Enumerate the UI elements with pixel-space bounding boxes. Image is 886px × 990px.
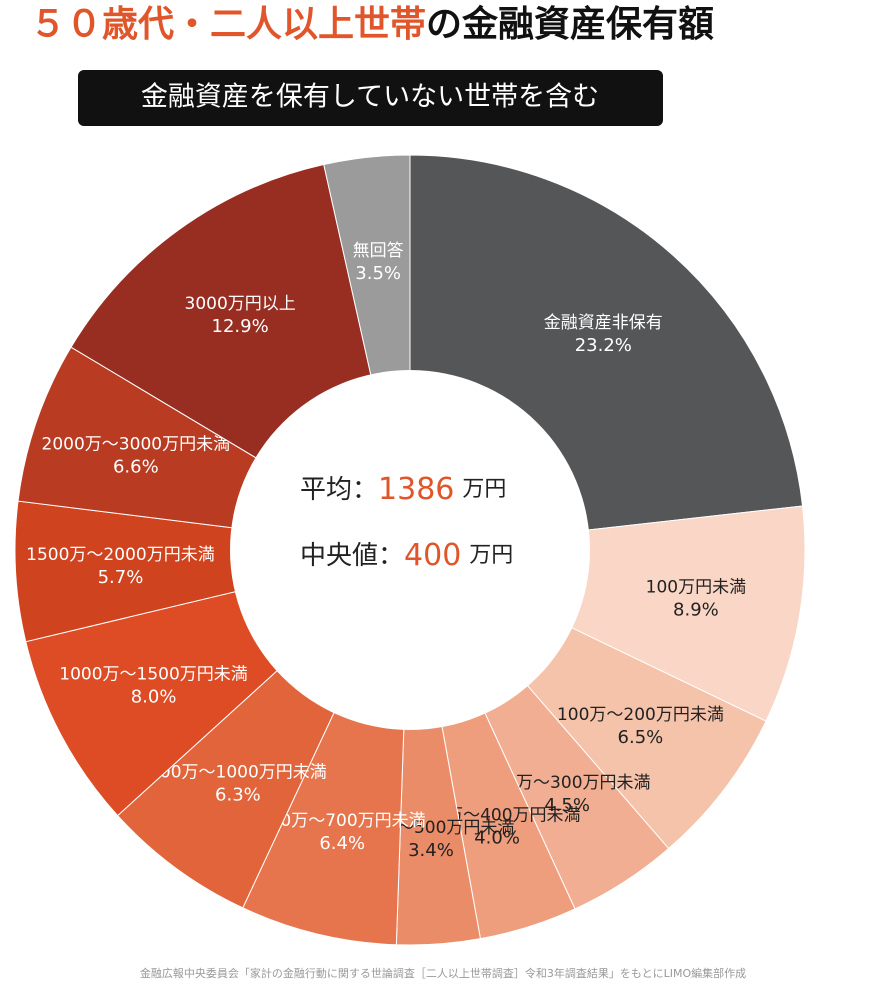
value-label: 4.0% [474,828,520,849]
slice [14,500,411,643]
slice-label: 金融資産非保有 [544,313,663,333]
slice-label: 2000万～3000万円未満 [42,435,231,455]
slice-label: 100万円未満 [646,578,746,598]
value-label: 3.5% [355,263,401,284]
value-label: 5.7% [98,567,144,588]
annotation-label: 平均： [300,475,378,505]
category-label: 金融資産非保有 [544,313,663,333]
value-label: 6.5% [618,727,664,748]
value-label: 12.9% [212,316,269,337]
category-label: 100万円未満 [646,578,746,598]
title-text: の金融資産保有額 [426,3,714,45]
category-label: 3000万円以上 [185,294,296,314]
slice-label: 1000万～1500万円未満 [59,664,248,684]
slice-label: 無回答 [353,241,404,261]
annotation-label: 中央値： [300,541,404,571]
category-label: 1000万～1500万円未満 [59,664,248,684]
category-label: 100万～200万円未満 [557,705,724,725]
title-highlight-text: ５０歳代・二人以上世帯 [30,4,426,45]
slice-label: 700万～1000万円未満 [149,762,327,782]
category-label: 無回答 [353,241,404,261]
value-label: 8.9% [673,600,719,621]
value-label: 4.5% [544,795,590,816]
annotation-value: 400 [404,538,461,573]
category-label: 1500万～2000万円未満 [26,545,215,565]
slice-label: 100万～200万円未満 [557,705,724,725]
category-label: 500万～700万円未満 [259,811,426,831]
value-label: 3.4% [408,840,454,861]
value-label: 6.4% [319,833,365,854]
category-label: 2000万～3000万円未満 [42,435,231,455]
value-label: 6.3% [215,784,261,805]
subtitle-box [78,70,663,126]
value-label: 23.2% [575,335,632,356]
slice-label: 1500万～2000万円未満 [26,545,215,565]
slice-label: 200万～300万円未満 [484,773,651,793]
annotation-value: 1386 [378,472,454,507]
source: 金融広報中央委員会「家計の金融行動に関する世論調査［二人以上世帯調査］令和3年調… [140,966,746,980]
annotation: 平均：1386 万円 [300,472,506,507]
annotation-unit: 万円 [462,477,506,502]
slice-label: 3000万円以上 [185,294,296,314]
donut-hole [230,370,590,730]
slice-label: 500万～700万円未満 [259,811,426,831]
category-label: 200万～300万円未満 [484,773,651,793]
title-highlight: ５０歳代・二人以上世帯の金融資産保有額 [30,3,714,45]
subtitle: 金融資産を保有していない世帯を含む [141,82,599,113]
value-label: 8.0% [131,686,177,707]
value-label: 6.6% [113,457,159,478]
annotation: 中央値：400 万円 [300,538,513,573]
category-label: 700万～1000万円未満 [149,762,327,782]
annotation-unit: 万円 [469,543,513,568]
